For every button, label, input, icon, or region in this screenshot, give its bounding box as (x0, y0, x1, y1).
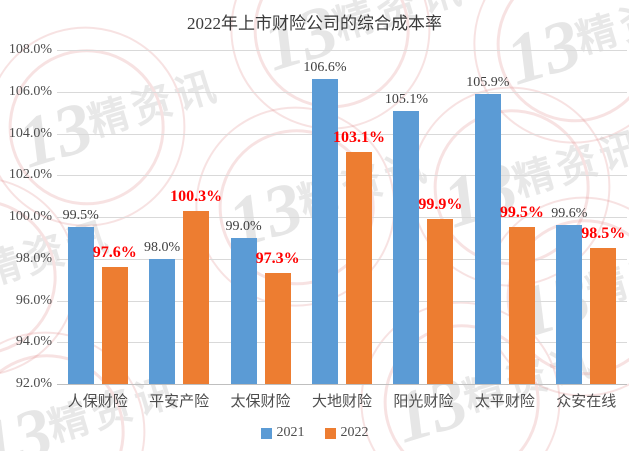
data-label-2021-6: 99.6% (551, 206, 588, 222)
data-label-2021-3: 106.6% (303, 60, 347, 76)
y-tick-label: 92.0% (15, 376, 52, 391)
gridline (57, 133, 627, 135)
bar-2021-3 (312, 79, 338, 384)
y-tick-label: 96.0% (15, 292, 52, 308)
bar-2022-6 (590, 248, 617, 384)
gridline (57, 300, 627, 302)
x-axis-line (57, 384, 627, 385)
x-category-label: 人保财险 (67, 394, 128, 410)
legend-swatch-2021 (260, 427, 272, 439)
legend-item-2021: 2021 (260, 425, 305, 441)
data-label-2022-6: 98.5% (581, 225, 626, 243)
bar-2022-2 (264, 273, 291, 384)
legend-item-2022: 2022 (324, 425, 369, 441)
data-label-2021-1: 98.0% (144, 239, 181, 255)
gridline (57, 342, 627, 344)
bar-2022-5 (508, 227, 535, 384)
bar-2022-3 (346, 152, 372, 384)
watermark-text: 13 (0, 390, 62, 451)
legend-label: 2022 (340, 425, 369, 440)
x-category-label: 平安产险 (149, 394, 210, 410)
bar-2022-1 (183, 210, 210, 384)
bar-2022-0 (101, 267, 128, 384)
x-category-label: 众安在线 (556, 394, 617, 410)
plot-area: 人保财险 99.5% 97.6% 平安产险 98.0% 100.3% 太保财险 99.0% 97… (57, 50, 627, 410)
x-category-label: 阳光财险 (393, 394, 454, 410)
legend: 2021 2022 (0, 425, 629, 441)
data-label-2022-5: 99.5% (499, 204, 544, 222)
x-category-label: 太平财险 (474, 394, 535, 410)
gridline (57, 175, 627, 177)
gridline (57, 258, 627, 260)
bar-2021-2 (230, 237, 257, 384)
data-label-2021-2: 99.0% (225, 218, 262, 234)
x-category-label: 大地财险 (311, 394, 372, 410)
y-tick-label: 98.0% (15, 250, 52, 266)
data-label-2022-3: 103.1% (333, 129, 385, 147)
y-tick-label: 102.0% (8, 167, 52, 183)
bar-2021-4 (393, 110, 420, 384)
bar-2021-5 (474, 93, 501, 384)
y-tick-label: 106.0% (8, 83, 52, 99)
gridline (57, 91, 627, 93)
data-label-2021-4: 105.1% (384, 91, 429, 107)
legend-swatch-2022 (324, 427, 336, 439)
data-label-2022-2: 97.3% (255, 250, 300, 268)
y-tick-label: 94.0% (15, 334, 52, 350)
bar-2022-4 (427, 219, 454, 384)
legend-label: 2021 (276, 425, 305, 440)
gridline (57, 50, 627, 51)
y-axis: 108.0% 106.0% 104.0% 102.0% 100.0% 98.0% 96.0%… (0, 42, 52, 391)
y-tick-label: 108.0% (8, 42, 52, 57)
data-label-2022-4: 99.9% (418, 196, 463, 214)
data-label-2022-1: 100.3% (170, 187, 223, 205)
gridline (57, 217, 627, 218)
bar-2021-1 (149, 258, 176, 384)
bar-2021-6 (556, 225, 583, 384)
data-label-2021-5: 105.9% (466, 74, 510, 90)
chart-title: 2022年上市财险公司的综合成本率 (187, 14, 442, 33)
x-category-label: 太保财险 (230, 394, 291, 410)
data-label-2022-0: 97.6% (92, 244, 137, 262)
y-tick-label: 104.0% (8, 125, 52, 141)
bar-2021-0 (67, 227, 94, 384)
data-label-2021-0: 99.5% (62, 208, 99, 224)
y-tick-label: 100.0% (8, 209, 52, 224)
